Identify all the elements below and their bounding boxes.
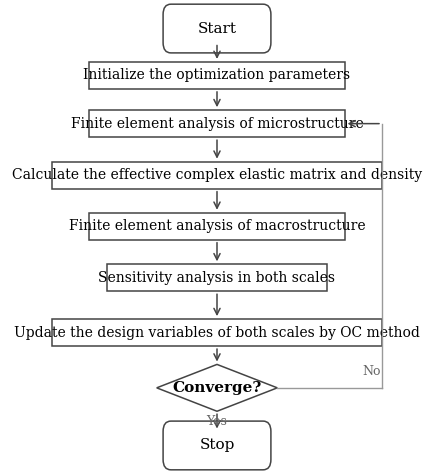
Text: Start: Start (197, 21, 237, 36)
Text: Initialize the optimization parameters: Initialize the optimization parameters (83, 68, 351, 82)
Text: Finite element analysis of macrostructure: Finite element analysis of macrostructur… (69, 219, 365, 233)
Text: Yes: Yes (207, 415, 227, 428)
Bar (89, 62, 345, 89)
Bar (52, 319, 382, 346)
Bar (52, 162, 382, 189)
Text: Update the design variables of both scales by OC method: Update the design variables of both scal… (14, 326, 420, 339)
Bar (89, 213, 345, 240)
Text: Finite element analysis of microstructure: Finite element analysis of microstructur… (71, 117, 363, 131)
Text: Converge?: Converge? (172, 381, 262, 395)
FancyBboxPatch shape (163, 4, 271, 53)
Text: Sensitivity analysis in both scales: Sensitivity analysis in both scales (99, 271, 335, 285)
Text: No: No (362, 365, 381, 378)
Text: Stop: Stop (199, 438, 235, 453)
Polygon shape (157, 365, 277, 411)
FancyBboxPatch shape (163, 421, 271, 470)
Bar (89, 110, 345, 137)
Text: Calculate the effective complex elastic matrix and density: Calculate the effective complex elastic … (12, 168, 422, 182)
Bar (107, 264, 327, 292)
